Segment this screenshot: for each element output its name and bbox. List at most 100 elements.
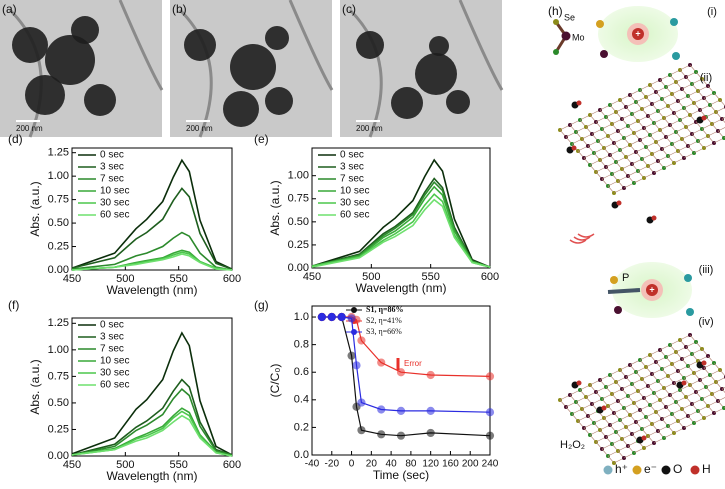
legend-label: 30 sec [340, 198, 369, 209]
ion [614, 306, 622, 314]
panel-label: (g) [254, 298, 269, 312]
y-tick-label: 1.0 [294, 311, 309, 323]
panel-label: (h) [548, 4, 563, 18]
point [347, 351, 356, 360]
legend-label: 30 sec [100, 368, 129, 379]
wave [577, 233, 595, 238]
y-tick-label: 0.75 [48, 194, 69, 206]
lattice-atom [722, 406, 725, 410]
particle [230, 44, 276, 90]
x-tick-label: 120 [422, 459, 439, 470]
y-tick-label: 0.75 [48, 370, 69, 382]
x-tick-label: -40 [305, 459, 320, 470]
plot-frame [311, 305, 491, 456]
tem-image: (c) 200 nm [340, 0, 504, 138]
legend-label: H [702, 462, 711, 476]
tem-images: (a) 200 nm (b) 200 nm (c) 200 nm [0, 0, 504, 138]
y-axis-label: Abs. (a.u.) [28, 359, 42, 414]
x-tick-label: 450 [303, 271, 321, 283]
y-tick-label: 0.50 [48, 217, 69, 229]
panel-label: (c) [342, 2, 356, 16]
ion [684, 274, 692, 282]
x-tick-label: 500 [116, 273, 134, 285]
x-tick-label: 40 [386, 459, 398, 470]
support-film [8, 0, 164, 138]
chart: (f) 0.00 0.25 0.50 0.75 1.00 1.25 450 500 550 600 W… [8, 298, 241, 483]
panel-label: (e) [254, 132, 269, 146]
x-tick-label: 0 [349, 459, 355, 470]
y-tick-label: 0.00 [48, 264, 69, 276]
legend-dot [603, 465, 613, 475]
point [396, 431, 406, 440]
y-axis-label: Abs. (a.u.) [268, 180, 282, 235]
y-tick-label: 0.2 [294, 421, 309, 433]
x-tick-label: 80 [405, 459, 417, 470]
legend-label: e⁻ [644, 462, 657, 476]
particle [415, 53, 457, 95]
plot-frame [311, 147, 491, 269]
x-tick-label: 550 [169, 273, 187, 285]
lattice-bond [721, 118, 725, 123]
x-tick-label: 20 [366, 459, 378, 470]
point [357, 336, 366, 345]
series-line [71, 158, 233, 270]
legend-label: 60 sec [100, 210, 129, 221]
point [426, 406, 435, 415]
series-line [71, 331, 233, 456]
series-line [311, 193, 491, 268]
series-line [311, 198, 491, 268]
y-tick-label: 0.0 [294, 449, 309, 461]
y-tick-label: 0.00 [48, 450, 69, 462]
panel-label: (b) [172, 2, 187, 16]
point [485, 372, 495, 381]
ion [610, 276, 618, 284]
legend-label: 3 sec [100, 332, 124, 343]
series-line [311, 185, 491, 268]
series-line [321, 316, 491, 413]
point [485, 431, 495, 440]
series-line [71, 387, 233, 456]
adsorbate-h [576, 100, 582, 106]
legend-label: 0 sec [100, 150, 124, 161]
y-tick-label: 0.75 [288, 193, 309, 205]
legend-dot [661, 465, 671, 475]
legend-dot [690, 465, 700, 475]
point [396, 368, 406, 377]
x-tick-label: 200 [462, 459, 479, 470]
atom-label: Se [564, 12, 575, 22]
x-tick-label: 550 [169, 459, 187, 471]
scale-label: 200 nm [16, 124, 43, 133]
y-tick-label: 0.50 [48, 397, 69, 409]
x-axis-label: Wavelength (nm) [356, 281, 447, 295]
dipole-arrow [607, 288, 641, 294]
legend-label: S1, η=86% [366, 305, 404, 314]
x-tick-label: 500 [116, 459, 134, 471]
legend-label: 7 sec [100, 344, 124, 355]
legend-label: 60 sec [340, 210, 369, 221]
panel-label: (a) [2, 2, 17, 16]
x-tick-label: 550 [421, 271, 439, 283]
lattice-bond [721, 388, 725, 393]
legend-label: 7 sec [100, 174, 124, 185]
legend-marker [351, 329, 357, 335]
legend-label: 0 sec [100, 320, 124, 331]
legend-marker [351, 307, 357, 313]
lattice-atom [722, 136, 725, 140]
molecule-label: H₂O₂ [560, 439, 585, 451]
x-tick-label: 160 [442, 459, 459, 470]
legend-label: 0 sec [340, 150, 364, 161]
y-axis-label: Abs. (a.u.) [28, 181, 42, 236]
charge: + [649, 284, 654, 294]
legend-label: 30 sec [100, 198, 129, 209]
step-label: (iii) [699, 264, 714, 276]
lattice-bond [717, 127, 725, 132]
series-line [71, 253, 233, 271]
series-line [71, 378, 233, 456]
support-film [178, 0, 334, 138]
y-tick-label: 1.00 [48, 344, 69, 356]
lattice-bond [715, 107, 725, 113]
particle [356, 31, 384, 59]
ion [600, 50, 608, 58]
